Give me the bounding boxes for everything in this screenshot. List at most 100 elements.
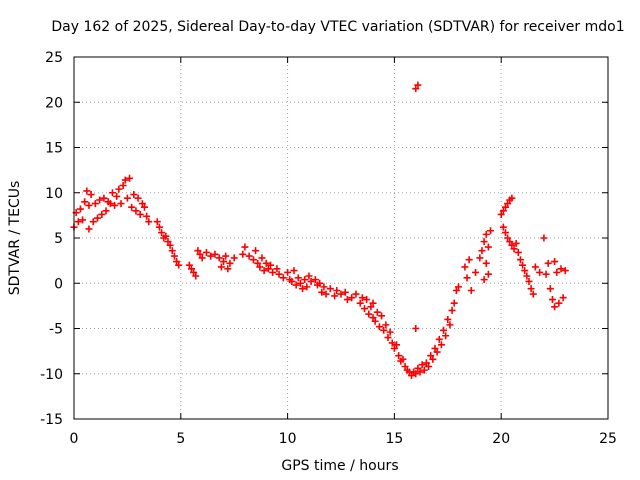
data-point	[117, 200, 125, 208]
data-point	[531, 263, 539, 271]
data-point	[108, 189, 116, 197]
data-point	[130, 191, 138, 199]
data-point	[74, 218, 82, 226]
y-tick-label: 0	[54, 276, 63, 292]
x-tick-label: 20	[492, 431, 510, 447]
data-point	[512, 239, 520, 247]
data-point	[273, 265, 281, 273]
data-point	[132, 207, 140, 215]
data-point	[121, 176, 129, 184]
data-point	[497, 210, 505, 218]
data-point	[288, 277, 296, 285]
data-point	[559, 294, 567, 302]
data-point	[168, 247, 176, 255]
data-point	[115, 185, 123, 193]
data-point	[106, 200, 114, 208]
data-point	[427, 352, 435, 360]
data-point	[290, 267, 298, 275]
data-point	[365, 310, 373, 318]
data-point	[119, 182, 127, 190]
data-point	[111, 201, 119, 209]
data-point	[418, 361, 426, 369]
data-point	[555, 299, 563, 307]
x-axis-title: GPS time / hours	[281, 458, 398, 474]
x-tick-label: 0	[70, 431, 79, 447]
data-point	[145, 218, 153, 226]
y-tick-labels: -15 -10 -5 0 5 10 15 20 25	[40, 50, 63, 428]
data-point	[98, 210, 106, 218]
data-point	[540, 234, 548, 242]
data-point	[386, 328, 394, 336]
data-point	[416, 368, 424, 376]
data-point	[484, 270, 492, 278]
data-point	[551, 303, 559, 311]
data-point	[331, 292, 339, 300]
data-point	[252, 247, 260, 255]
data-point	[341, 288, 349, 296]
data-point	[215, 254, 223, 262]
data-point	[444, 315, 452, 323]
data-point	[113, 192, 121, 200]
y-tick-label: 15	[45, 141, 63, 157]
data-points	[70, 81, 569, 380]
data-point	[521, 267, 529, 275]
data-point	[87, 191, 95, 199]
data-point	[164, 238, 172, 246]
data-point	[482, 259, 490, 267]
data-point	[196, 250, 204, 258]
data-point	[333, 286, 341, 294]
data-point	[480, 238, 488, 246]
data-point	[514, 248, 522, 256]
y-tick-label: 10	[45, 186, 63, 202]
data-point	[158, 229, 166, 237]
data-point	[326, 285, 334, 293]
data-point	[448, 306, 456, 314]
y-axis-title: SDTVAR / TECUs	[7, 181, 23, 296]
data-point	[292, 281, 300, 289]
data-point	[153, 218, 161, 226]
data-point	[337, 290, 345, 298]
data-point	[96, 196, 104, 204]
data-point	[536, 268, 544, 276]
data-point	[348, 294, 356, 302]
data-point	[262, 259, 270, 267]
x-tick-labels: 0 5 10 15 20 25	[70, 431, 617, 447]
data-point	[134, 194, 142, 202]
data-point	[487, 227, 495, 235]
data-point	[264, 265, 272, 273]
data-point	[463, 274, 471, 282]
data-point	[382, 321, 390, 329]
data-point	[369, 314, 377, 322]
data-point	[442, 332, 450, 340]
data-point	[284, 268, 292, 276]
data-point	[422, 359, 430, 367]
data-point	[519, 261, 527, 269]
data-point	[557, 265, 565, 273]
data-point	[138, 200, 146, 208]
data-point	[529, 290, 537, 298]
data-point	[143, 212, 151, 220]
data-point	[523, 272, 531, 280]
data-point	[454, 283, 462, 291]
data-point	[126, 174, 134, 182]
data-point	[553, 268, 561, 276]
data-point	[170, 252, 178, 260]
data-point	[316, 279, 324, 287]
y-tick-label: 5	[54, 231, 63, 247]
data-point	[499, 207, 507, 215]
y-tick-label: 20	[45, 95, 63, 111]
data-point	[256, 263, 264, 271]
y-tick-label: -15	[40, 412, 63, 428]
data-point	[85, 225, 93, 233]
data-point	[269, 268, 277, 276]
data-point	[420, 366, 428, 374]
data-point	[446, 321, 454, 329]
data-point	[482, 230, 490, 238]
data-point	[484, 243, 492, 251]
data-point	[303, 283, 311, 291]
data-point	[343, 296, 351, 304]
data-point	[275, 270, 283, 278]
data-point	[76, 205, 84, 213]
data-point	[527, 285, 535, 293]
data-point	[352, 290, 360, 298]
